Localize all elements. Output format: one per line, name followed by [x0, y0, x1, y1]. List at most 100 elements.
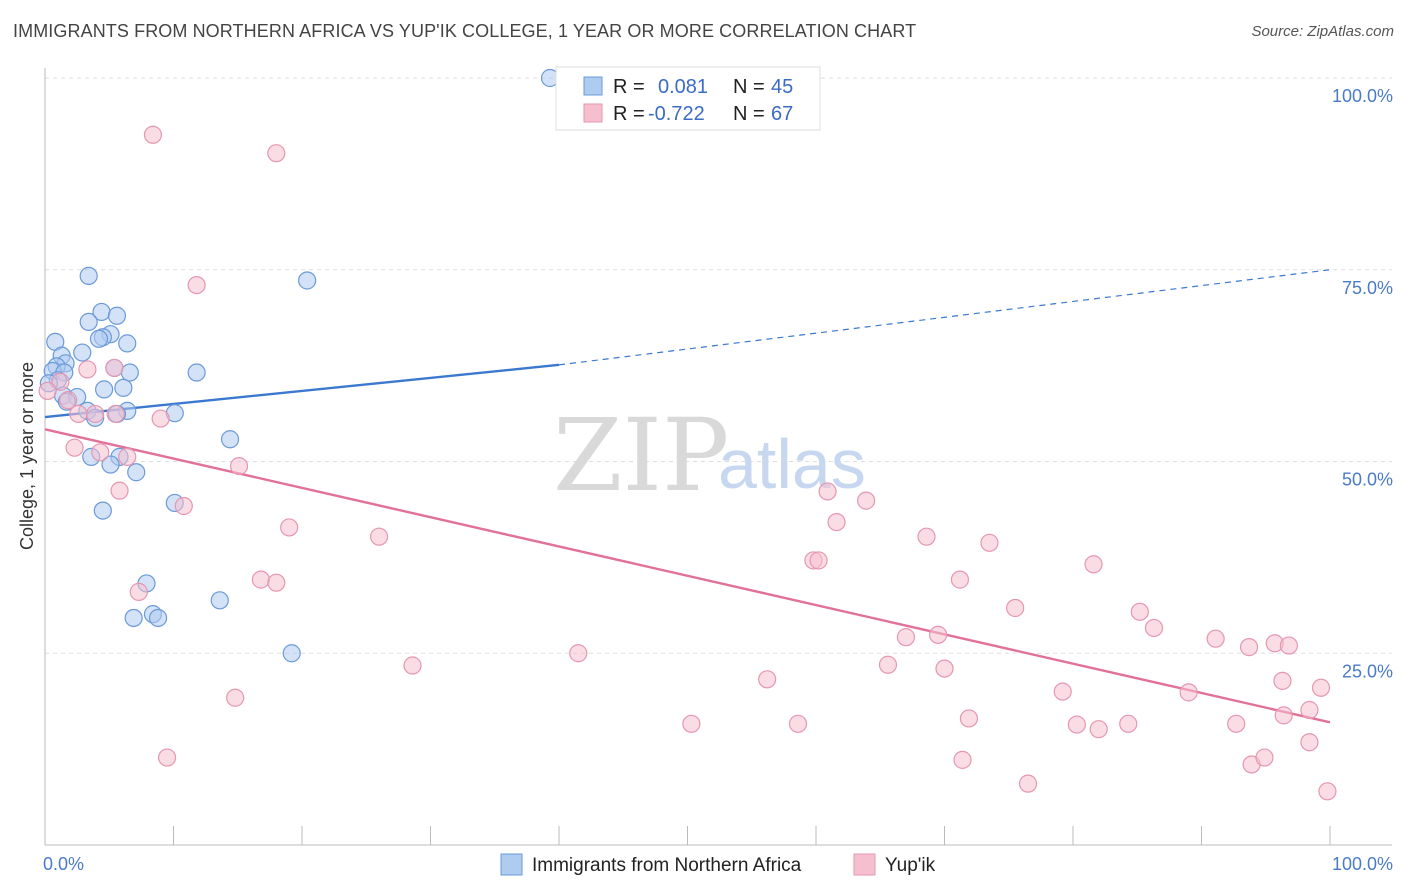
- yupik-point: [1239, 638, 1259, 657]
- yupik-point: [788, 714, 808, 733]
- y-tick-label: 50.0%: [1342, 470, 1393, 490]
- watermark: ZIP atlas: [553, 397, 866, 514]
- immigrants-point: [114, 378, 133, 397]
- yupik-point: [65, 438, 84, 457]
- yupik-point: [827, 512, 846, 532]
- yupik-point: [818, 482, 837, 501]
- legend-n-value: 67: [771, 103, 793, 125]
- yupik-point: [896, 628, 916, 647]
- yupik-point: [1273, 671, 1292, 690]
- yupik-point: [1255, 748, 1274, 767]
- yupik-point: [370, 527, 389, 546]
- yupik-point: [1279, 636, 1298, 655]
- yupik-point: [151, 409, 170, 428]
- yupik-point: [174, 496, 193, 516]
- yupik-point: [1067, 715, 1086, 734]
- y-tick-label: 25.0%: [1342, 661, 1393, 681]
- yupik-point: [157, 748, 177, 767]
- legend-n-label: N =: [733, 76, 765, 98]
- yupik-point: [106, 404, 125, 424]
- immigrants-point: [282, 644, 301, 663]
- yupik-point: [953, 750, 972, 769]
- yupik-point: [928, 625, 948, 644]
- legend-r-label: R =: [613, 103, 645, 125]
- yupik-point: [38, 381, 57, 401]
- yupik-point: [129, 582, 148, 601]
- immigrants-point: [187, 363, 206, 382]
- legend-swatch-pink: [583, 103, 603, 123]
- yupik-point: [78, 360, 97, 379]
- tick-labels: 25.0% 50.0% 75.0% 100.0% 0.0% 100.0%: [43, 86, 1393, 874]
- yupik-point: [1274, 706, 1293, 725]
- yupik-point: [403, 656, 422, 675]
- yupik-point: [917, 527, 936, 546]
- data-points: [38, 68, 1337, 801]
- yupik-point: [187, 275, 206, 295]
- chart-title: IMMIGRANTS FROM NORTHERN AFRICA VS YUP'I…: [13, 21, 917, 41]
- y-tick-label: 100.0%: [1332, 86, 1393, 106]
- yupik-point: [1053, 682, 1072, 701]
- bottom-legend-label-yupik: Yup'ik: [885, 855, 936, 876]
- yupik-point: [878, 655, 898, 674]
- yupik-point: [1318, 782, 1337, 801]
- immigrants-point: [95, 380, 114, 399]
- yupik-point: [1300, 700, 1319, 720]
- bottom-legend-swatch-pink: [853, 853, 876, 876]
- legend-n-value: 45: [771, 76, 793, 98]
- yupik-point: [857, 491, 876, 510]
- watermark-atlas: atlas: [718, 425, 866, 503]
- yupik-point: [1144, 618, 1164, 638]
- x-tick-label: 100.0%: [1332, 854, 1393, 874]
- yupik-point: [110, 481, 129, 500]
- yupik-point: [86, 404, 105, 424]
- yupik-point: [1311, 678, 1331, 697]
- immigrants-point: [148, 608, 168, 628]
- yupik-point: [91, 443, 110, 462]
- immigrants-point: [118, 334, 137, 353]
- immigrants-point: [120, 363, 139, 382]
- yupik-point: [1119, 714, 1138, 733]
- yupik-point: [935, 659, 954, 678]
- yupik-point: [1206, 629, 1225, 648]
- bottom-legend-label-immigrants: Immigrants from Northern Africa: [532, 855, 802, 876]
- yupik-point: [1227, 714, 1246, 733]
- yupik-point: [251, 570, 270, 589]
- yupik-point: [105, 358, 124, 378]
- yupik-point: [1300, 733, 1319, 752]
- yupik-point: [69, 404, 88, 424]
- yupik-point: [143, 125, 163, 144]
- grid: [45, 77, 1392, 654]
- watermark-zip: ZIP: [553, 397, 729, 514]
- immigrants-point: [124, 608, 143, 628]
- legend-n-label: N =: [733, 103, 765, 125]
- yupik-point: [1089, 720, 1108, 739]
- immigrants-point: [79, 266, 98, 285]
- yupik-point: [1084, 555, 1103, 574]
- immigrants-point: [210, 591, 229, 610]
- immigrants-point: [79, 312, 98, 332]
- y-tick-label: 75.0%: [1342, 278, 1393, 298]
- yupik-point: [267, 573, 286, 592]
- yupik-point: [118, 447, 137, 466]
- yupik-point: [59, 391, 78, 410]
- immigrants-point: [298, 271, 317, 290]
- immigrants-point: [220, 430, 240, 449]
- series-legend: Immigrants from Northern Africa Yup'ik: [500, 853, 936, 876]
- yupik-point: [229, 457, 249, 476]
- yupik-point: [1018, 774, 1038, 793]
- yupik-point: [569, 644, 588, 663]
- immigrants-point: [89, 329, 109, 348]
- yupik-point: [280, 518, 299, 537]
- yupik-point: [809, 551, 828, 570]
- y-axis-label: College, 1 year or more: [17, 362, 37, 550]
- stats-legend: R = 0.081 N = 45 R = -0.722 N = 67: [555, 66, 821, 131]
- yupik-point: [682, 714, 701, 733]
- immigrants-trend-line-extension: [558, 269, 1331, 366]
- yupik-point: [1006, 598, 1025, 618]
- bottom-legend-swatch-blue: [500, 853, 523, 876]
- yupik-point: [51, 372, 70, 391]
- source-credit: Source: ZipAtlas.com: [1251, 23, 1394, 40]
- yupik-point: [267, 144, 286, 163]
- yupik-point: [959, 709, 979, 728]
